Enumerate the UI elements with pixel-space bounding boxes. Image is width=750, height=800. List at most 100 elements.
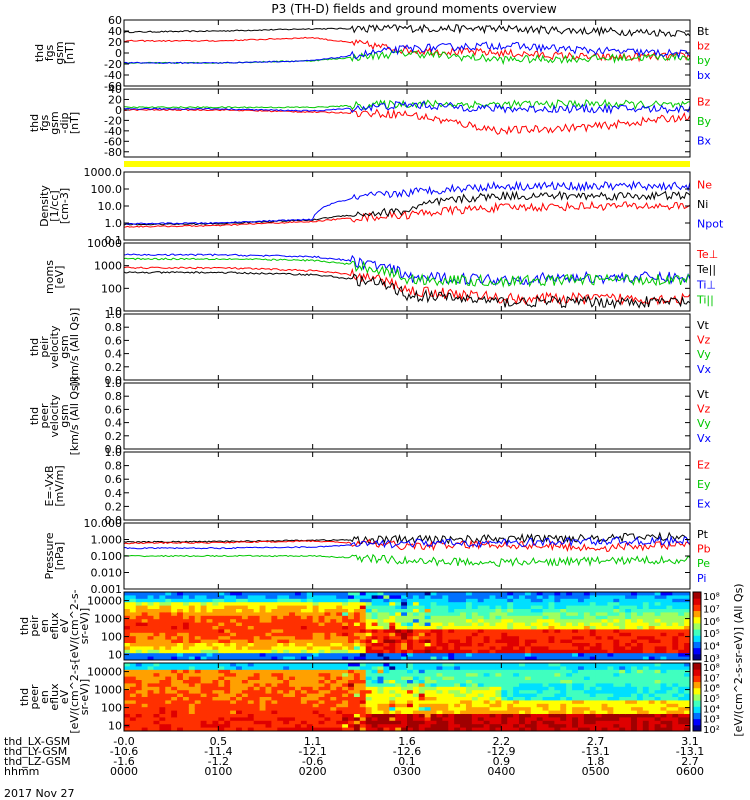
spectrogram-cell: [371, 602, 379, 607]
spectrogram-cell: [330, 656, 337, 661]
spectrogram-cell: [489, 626, 496, 630]
spectrogram-cell: [182, 683, 190, 688]
spectrogram-cell: [566, 693, 573, 698]
colorbar-electron-tick-label: 10⁶: [703, 684, 720, 695]
spectrogram-cell: [483, 683, 491, 688]
spectrogram-cell: [241, 626, 249, 630]
spectrogram-cell: [259, 656, 266, 661]
spectrogram-cell: [560, 646, 567, 651]
spectrogram-cell: [678, 690, 685, 695]
spectrogram-cell: [583, 639, 591, 644]
spectrogram-cell: [135, 700, 143, 705]
spectrogram-cell: [230, 673, 237, 678]
spectrogram-cell: [218, 663, 225, 667]
spectrogram-cell: [289, 605, 296, 610]
spectrogram-cell: [566, 717, 573, 722]
spectrogram-cell: [200, 707, 208, 712]
spectrogram-cell: [259, 636, 266, 641]
spectrogram-cell: [672, 676, 679, 681]
spectrogram-cell: [212, 724, 219, 729]
spectrogram-cell: [454, 693, 461, 698]
spectrogram-cell: [460, 703, 467, 708]
spectrogram-cell: [330, 629, 337, 634]
spectrogram-cell: [259, 676, 266, 681]
spectrogram-cell: [306, 592, 314, 596]
spectrogram-cell: [294, 727, 302, 732]
spectrogram-cell: [607, 710, 614, 715]
spectrogram-cell: [448, 707, 455, 712]
spectrogram-cell: [182, 727, 190, 732]
spectrogram-cell: [530, 669, 538, 674]
spectrogram-cell: [583, 653, 591, 658]
spectrogram-cell: [684, 629, 691, 634]
spectrogram-cell: [401, 693, 408, 698]
spectrogram-cell: [684, 707, 691, 712]
spectrogram-cell: [318, 612, 325, 617]
spectrogram-cell: [188, 636, 196, 641]
spectrogram-cell: [589, 700, 597, 705]
spectrogram-cell: [412, 649, 420, 654]
spectrogram-cell: [212, 697, 219, 701]
spectrogram-cell: [483, 612, 491, 617]
spectrogram-cell: [648, 693, 656, 698]
spectrogram-cell: [241, 612, 249, 617]
spectrogram-cell: [300, 653, 308, 658]
spectrogram-cell: [401, 602, 408, 607]
spectrogram-cell: [259, 720, 266, 725]
spectrogram-cell: [595, 595, 603, 600]
spectrogram-cell: [230, 693, 237, 698]
yellow-quality-bar: [124, 161, 690, 167]
spectrogram-cell: [548, 717, 555, 722]
spectrogram-cell: [678, 612, 685, 617]
spectrogram-cell: [294, 612, 302, 617]
spectrogram-cell: [253, 710, 261, 715]
spectrogram-cell: [430, 697, 437, 701]
spectrogram-cell: [424, 676, 432, 681]
spectrogram-cell: [601, 632, 608, 637]
spectrogram-cell: [306, 710, 314, 715]
spectrogram-cell: [259, 643, 266, 647]
spectrogram-cell: [448, 710, 455, 715]
spectrogram-cell: [165, 615, 172, 620]
spectrogram-cell: [554, 602, 561, 607]
spectrogram-cell: [607, 727, 614, 732]
spectrogram-cell: [124, 727, 131, 732]
spectrogram-cell: [507, 663, 514, 667]
spectrogram-cell: [324, 629, 331, 634]
spectrogram-cell: [259, 714, 266, 718]
spectrogram-cell: [507, 680, 514, 684]
spectrogram-cell: [194, 622, 202, 627]
spectrogram-cell: [177, 626, 184, 630]
spectrogram-cell: [129, 632, 137, 637]
spectrogram-cell: [371, 673, 379, 678]
spectrogram-cell: [684, 612, 691, 617]
spectrogram-cell: [513, 720, 520, 725]
y-tick-label: 0.0: [105, 374, 123, 387]
spectrogram-cell: [165, 649, 172, 654]
spectrogram-cell: [389, 646, 396, 651]
spectrogram-cell: [666, 595, 673, 600]
spectrogram-cell: [660, 693, 667, 698]
spectrogram-cell: [536, 639, 544, 644]
spectrogram-cell: [336, 686, 343, 691]
spectrogram-cell: [188, 714, 196, 718]
spectrogram-cell: [377, 707, 384, 712]
spectrogram-cell: [548, 646, 555, 651]
spectrogram-cell: [560, 683, 567, 688]
spectrogram-cell: [135, 680, 143, 684]
spectrogram-cell: [566, 632, 573, 637]
spectrogram-cell: [330, 649, 337, 654]
spectrogram-cell: [566, 629, 573, 634]
spectrogram-cell: [271, 598, 278, 603]
spectrogram-cell: [147, 649, 154, 654]
spectrogram-cell: [336, 666, 343, 671]
spectrogram-cell: [636, 653, 644, 658]
spectrogram-cell: [601, 663, 608, 667]
spectrogram-cell: [206, 632, 213, 637]
spectrogram-cell: [566, 592, 573, 596]
spectrogram-cell: [519, 700, 526, 705]
spectrogram-cell: [607, 636, 614, 641]
spectrogram-cell: [348, 703, 355, 708]
spectrogram-cell: [353, 720, 361, 725]
spectrogram-cell: [135, 646, 143, 651]
